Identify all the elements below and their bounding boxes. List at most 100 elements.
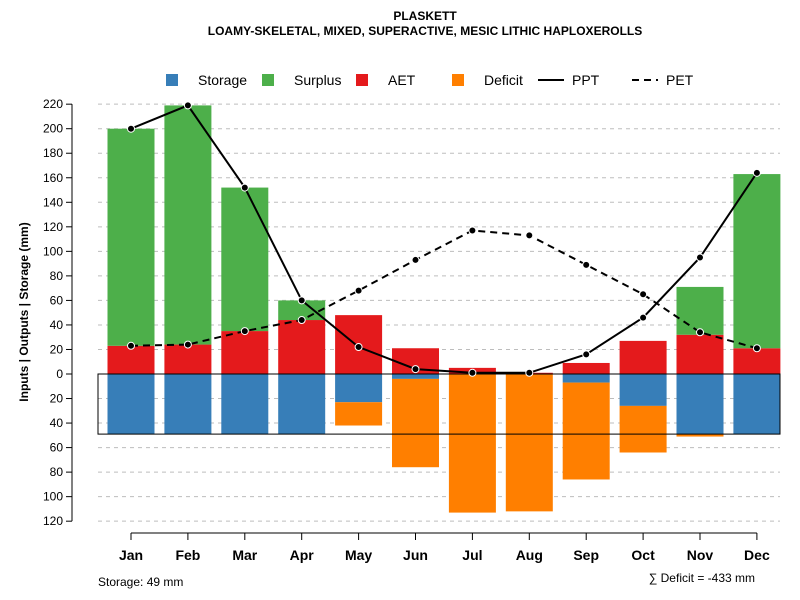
y-tick-label: 180 [43,146,63,160]
storage-bar [164,374,212,435]
deficit-bar [619,405,667,453]
y-tick-label: 100 [43,244,63,258]
y-tick-label: 40 [50,318,64,332]
storage-bar [221,374,269,435]
pet-point [127,341,135,350]
ppt-point [582,350,591,359]
storage-bar [676,374,724,435]
storage-bar [107,374,155,435]
bars [107,105,781,513]
storage-bar [278,374,326,435]
chart-subtitle: LOAMY-SKELETAL, MIXED, SUPERACTIVE, MESI… [208,24,642,38]
x-tick-label: Apr [290,547,315,563]
storage-bar [562,374,610,383]
ppt-point [297,296,306,305]
y-tick-label: 20 [50,392,64,406]
pet-point [240,327,249,336]
surplus-bar [221,187,269,332]
ppt-point [752,168,761,177]
aet-bar [221,331,269,374]
aet-bar [733,348,781,374]
pet-point [752,344,761,353]
y-tick-label: 120 [43,514,63,528]
x-tick-label: Mar [232,547,257,563]
surplus-bar [164,105,212,345]
legend-label: PET [666,72,694,88]
legend-label: Surplus [294,72,341,88]
storage-bar [335,374,383,403]
deficit-bar [392,378,439,468]
legend-swatch [452,74,464,86]
deficit-bar [562,382,610,480]
legend-label: Deficit [484,72,523,88]
y-axis-label: Inputs | Outputs | Storage (mm) [17,222,31,401]
aet-bar [619,340,667,374]
pet-point [411,255,420,264]
x-tick-label: Oct [631,547,655,563]
ppt-point [240,183,249,192]
storage-bar [619,374,667,406]
storage-bar [733,374,781,435]
x-axis: Jan Feb Mar Apr May Jun Jul Aug Sep Oct Nov Dec [119,532,770,563]
surplus-bar [676,286,724,335]
y-tick-label: 60 [50,293,64,307]
deficit-bar [448,374,496,513]
aet-bar [107,345,155,374]
pet-point [525,231,534,240]
y-tick-label: 140 [43,195,63,209]
x-tick-label: Jul [462,547,482,563]
y-tick-label: 0 [56,367,63,381]
y-tick-label: 100 [43,490,63,504]
aet-bar [562,362,610,374]
lines [127,101,761,377]
ppt-point [183,101,192,110]
legend-label: Storage [198,72,247,88]
ppt-point [696,253,704,262]
ppt-point [127,124,135,133]
y-tick-label: 160 [43,171,63,185]
ppt-point [411,365,420,374]
pet-point [354,286,363,295]
x-tick-label: Jan [119,547,143,563]
aet-bar [676,334,724,374]
legend-label: AET [388,72,416,88]
y-tick-label: 80 [50,465,64,479]
y-tick-label: 220 [43,97,63,111]
pet-point [639,290,648,299]
storage-footnote: Storage: 49 mm [98,575,183,589]
y-tick-label: 80 [50,269,64,283]
y-tick-label: 40 [50,416,64,430]
x-tick-label: Nov [687,547,714,563]
deficit-bar [676,434,724,437]
surplus-bar [733,174,781,349]
y-tick-label: 60 [50,441,64,455]
y-tick-label: 20 [50,342,64,356]
y-axis: 2202001801601401201008060402002040608010… [43,97,73,528]
x-tick-label: Feb [175,547,200,563]
ppt-point [468,368,477,377]
y-tick-label: 200 [43,122,63,136]
aet-bar [278,320,326,374]
storage-capacity-box [97,373,781,435]
chart-title: PLASKETT [393,9,457,23]
legend-swatch [166,74,178,86]
legend-swatch [356,74,368,86]
aet-bar [164,344,212,374]
x-tick-label: Aug [516,547,543,563]
legend-swatch [262,74,274,86]
x-tick-label: Sep [573,547,599,563]
surplus-bar [107,128,155,346]
pet-point [297,316,306,325]
pet-point [468,226,477,235]
ppt-point [354,343,363,352]
ppt-point [639,313,648,322]
pet-point [696,328,704,337]
storage-capacity-outline [97,373,781,435]
pet-point [183,340,192,349]
ppt-line [130,104,758,374]
storage-bar [392,374,439,379]
x-tick-label: May [345,547,372,563]
pet-point [582,260,591,269]
deficit-bar [335,402,383,426]
